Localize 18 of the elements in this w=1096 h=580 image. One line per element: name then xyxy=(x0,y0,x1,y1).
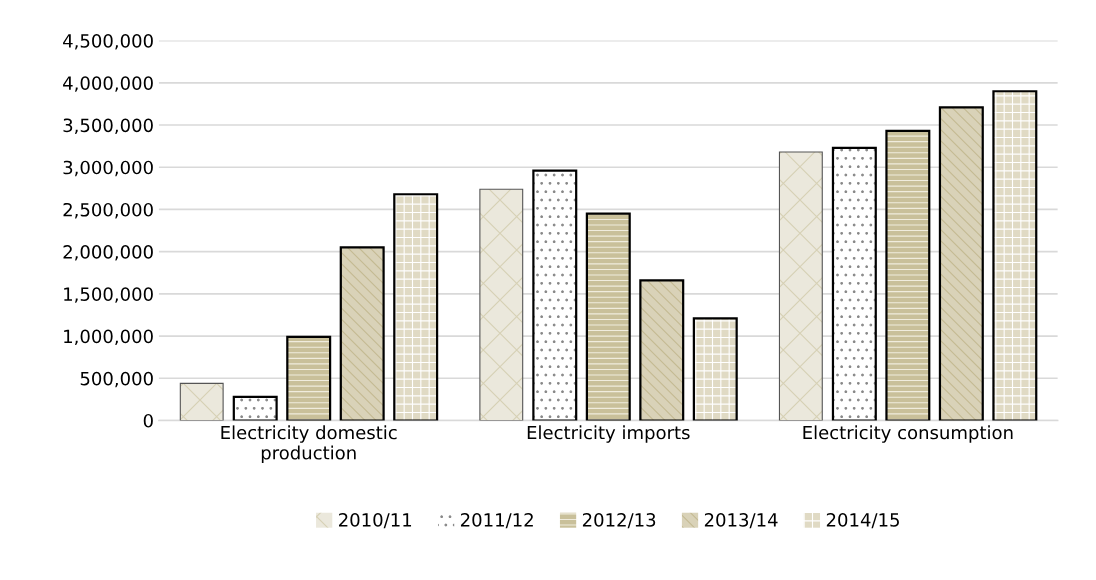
legend-label: 2011/12 xyxy=(460,513,533,529)
legend-label: 2014/15 xyxy=(826,513,899,529)
legend-label: 2012/13 xyxy=(582,513,656,529)
y-tick-label: 4,500,000 xyxy=(63,34,153,50)
y-tick-label: 2,000,000 xyxy=(63,245,153,261)
y-tick-label: 1,000,000 xyxy=(64,329,153,346)
y-tick-label: 1,500,000 xyxy=(64,287,153,303)
y-tick-label: 0 xyxy=(143,413,153,428)
x-tick-label: Electricity domestic production xyxy=(221,425,397,464)
x-tick-label: Electricity consumption xyxy=(803,425,1013,443)
x-tick-label: Electricity imports xyxy=(527,425,690,443)
legend-label: 2010/11 xyxy=(339,513,412,529)
y-tick-label: 2,500,000 xyxy=(63,202,153,219)
y-tick-label: 500,000 xyxy=(80,371,153,388)
legend-label: 2013/14 xyxy=(704,513,778,529)
y-tick-label: 4,000,000 xyxy=(63,76,153,92)
y-tick-label: 3,000,000 xyxy=(63,160,153,177)
y-tick-label: 3,500,000 xyxy=(63,118,153,134)
